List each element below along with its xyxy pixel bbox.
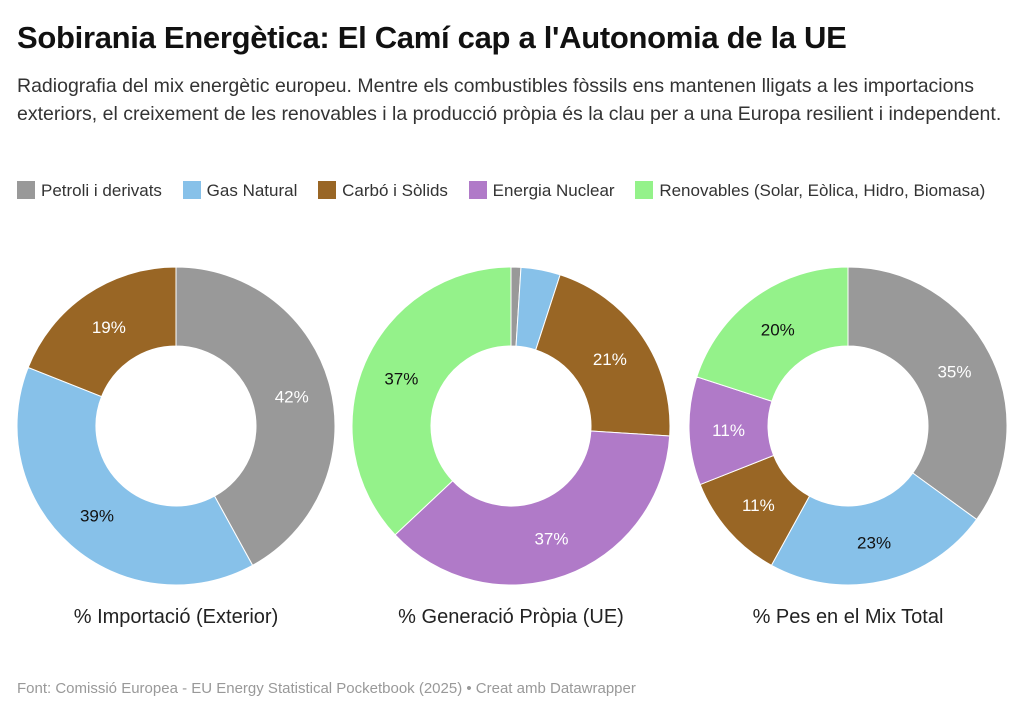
- legend-swatch: [635, 181, 654, 199]
- slice-petroli-i-derivats: [175, 266, 336, 567]
- legend-item-nuclear: Energia Nuclear: [468, 176, 615, 206]
- slice-renovables-solar-eolica-hidro-biomasa: [696, 266, 849, 402]
- legend-swatch: [318, 181, 337, 199]
- slice-label-energia-nuclear: 11%: [712, 421, 745, 440]
- slice-label-gas-natural: 23%: [857, 534, 891, 553]
- legend-item-renovables: Renovables (Solar, Eòlica, Hidro, Biomas…: [635, 176, 985, 206]
- donut-charts: 42% 39% 19% % Importació (Exterior) 21% 37%…: [16, 266, 1008, 628]
- legend-item-gas: Gas Natural: [182, 176, 298, 206]
- legend-label: Petroli i derivats: [41, 181, 162, 200]
- legend-item-carbo: Carbó i Sòlids: [318, 176, 448, 206]
- legend-swatch: [468, 181, 487, 199]
- slice-gas-natural: [16, 366, 254, 586]
- slice-label-carbo-i-solids: 21%: [593, 350, 627, 369]
- donut-title: % Generació Pròpia (UE): [398, 606, 624, 628]
- slice-renovables-solar-eolica-hidro-biomasa: [351, 266, 512, 536]
- legend-label: Carbó i Sòlids: [342, 181, 448, 200]
- legend: Petroli i derivats Gas Natural Carbó i S…: [17, 176, 1007, 206]
- donut-title: % Pes en el Mix Total: [753, 606, 944, 628]
- slice-petroli-i-derivats: [847, 266, 1008, 521]
- slice-carbo-i-solids: [535, 274, 671, 437]
- legend-swatch: [182, 181, 201, 199]
- slice-label-carbo-i-solids: 11%: [742, 496, 775, 515]
- legend-swatch: [17, 181, 35, 199]
- donut-chart-import: 42% 39% 19% % Importació (Exterior): [16, 266, 336, 628]
- legend-label: Energia Nuclear: [492, 181, 615, 200]
- legend-label: Gas Natural: [206, 181, 298, 200]
- donut-chart-own-generation: 21% 37% 37% % Generació Pròpia (UE): [351, 266, 671, 628]
- slice-label-carbo-i-solids: 19%: [92, 318, 126, 337]
- slice-label-gas-natural: 39%: [80, 507, 114, 526]
- donut-title: % Importació (Exterior): [74, 606, 279, 628]
- slice-label-petroli-i-derivats: 35%: [937, 363, 971, 382]
- legend-label: Renovables (Solar, Eòlica, Hidro, Biomas…: [659, 181, 986, 200]
- legend-item-petroli: Petroli i derivats: [17, 176, 162, 206]
- slice-carbo-i-solids: [27, 266, 177, 398]
- slice-label-energia-nuclear: 37%: [534, 529, 568, 548]
- slice-label-renovables-solar-eolica-hidro-biomasa: 20%: [761, 320, 795, 339]
- chart-subtitle: Radiografia del mix energètic europeu. M…: [17, 75, 1002, 125]
- source-footer: Font: Comissió Europea - EU Energy Stati…: [17, 680, 636, 697]
- slice-energia-nuclear: [394, 430, 671, 586]
- slice-gas-natural: [770, 472, 978, 586]
- chart-title: Sobirania Energètica: El Camí cap a l'Au…: [17, 20, 847, 55]
- donut-chart-total-mix: 35% 23% 11% 11% 20% % Pes en el Mix Total: [688, 266, 1008, 628]
- slice-label-renovables-solar-eolica-hidro-biomasa: 37%: [384, 370, 418, 389]
- slice-label-petroli-i-derivats: 42%: [275, 387, 309, 406]
